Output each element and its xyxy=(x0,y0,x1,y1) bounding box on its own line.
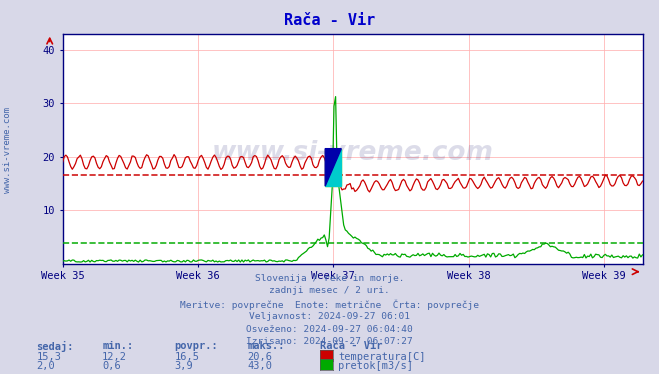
Text: maks.:: maks.: xyxy=(247,341,285,351)
Text: Rača - Vir: Rača - Vir xyxy=(320,341,382,351)
Text: 15,3: 15,3 xyxy=(36,352,61,362)
Text: Veljavnost: 2024-09-27 06:01: Veljavnost: 2024-09-27 06:01 xyxy=(249,312,410,321)
Text: temperatura[C]: temperatura[C] xyxy=(338,352,426,362)
Text: 0,6: 0,6 xyxy=(102,361,121,371)
Text: 2,0: 2,0 xyxy=(36,361,55,371)
Text: 12,2: 12,2 xyxy=(102,352,127,362)
Text: pretok[m3/s]: pretok[m3/s] xyxy=(338,361,413,371)
Text: min.:: min.: xyxy=(102,341,133,351)
Bar xyxy=(325,148,341,186)
Text: Izrisano: 2024-09-27 06:07:27: Izrisano: 2024-09-27 06:07:27 xyxy=(246,337,413,346)
Text: Rača - Vir: Rača - Vir xyxy=(284,13,375,28)
Text: povpr.:: povpr.: xyxy=(175,341,218,351)
Text: Slovenija / reke in morje.: Slovenija / reke in morje. xyxy=(255,274,404,283)
Text: Meritve: povprečne  Enote: metrične  Črta: povprečje: Meritve: povprečne Enote: metrične Črta:… xyxy=(180,299,479,310)
Text: 3,9: 3,9 xyxy=(175,361,193,371)
Text: 43,0: 43,0 xyxy=(247,361,272,371)
Text: www.si-vreme.com: www.si-vreme.com xyxy=(212,140,494,166)
Text: zadnji mesec / 2 uri.: zadnji mesec / 2 uri. xyxy=(269,286,390,295)
Text: 20,6: 20,6 xyxy=(247,352,272,362)
Polygon shape xyxy=(325,149,341,186)
Text: 16,5: 16,5 xyxy=(175,352,200,362)
Text: Osveženo: 2024-09-27 06:04:40: Osveženo: 2024-09-27 06:04:40 xyxy=(246,325,413,334)
Polygon shape xyxy=(325,149,341,186)
Text: www.si-vreme.com: www.si-vreme.com xyxy=(3,107,13,193)
Text: sedaj:: sedaj: xyxy=(36,341,74,352)
